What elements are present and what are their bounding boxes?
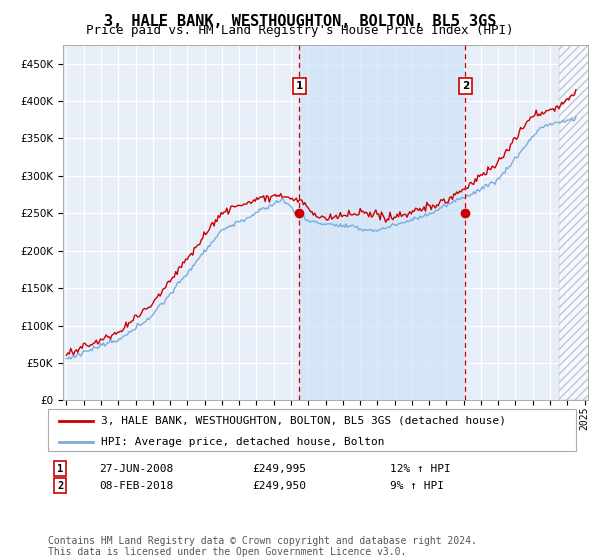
Text: 1: 1 <box>296 81 303 91</box>
Text: 3, HALE BANK, WESTHOUGHTON, BOLTON, BL5 3GS (detached house): 3, HALE BANK, WESTHOUGHTON, BOLTON, BL5 … <box>101 416 506 426</box>
Text: £249,995: £249,995 <box>252 464 306 474</box>
Text: 9% ↑ HPI: 9% ↑ HPI <box>390 480 444 491</box>
Text: 1: 1 <box>57 464 63 474</box>
Bar <box>559 45 593 400</box>
Text: 12% ↑ HPI: 12% ↑ HPI <box>390 464 451 474</box>
Text: 3, HALE BANK, WESTHOUGHTON, BOLTON, BL5 3GS: 3, HALE BANK, WESTHOUGHTON, BOLTON, BL5 … <box>104 14 496 29</box>
Text: 27-JUN-2008: 27-JUN-2008 <box>99 464 173 474</box>
Text: HPI: Average price, detached house, Bolton: HPI: Average price, detached house, Bolt… <box>101 437 385 446</box>
Bar <box>299 45 466 400</box>
Text: £249,950: £249,950 <box>252 480 306 491</box>
Text: Price paid vs. HM Land Registry's House Price Index (HPI): Price paid vs. HM Land Registry's House … <box>86 24 514 37</box>
Bar <box>559 45 593 400</box>
Text: Contains HM Land Registry data © Crown copyright and database right 2024.
This d: Contains HM Land Registry data © Crown c… <box>48 535 477 557</box>
Text: 2: 2 <box>462 81 469 91</box>
FancyBboxPatch shape <box>48 409 576 451</box>
Text: 08-FEB-2018: 08-FEB-2018 <box>99 480 173 491</box>
Text: 2: 2 <box>57 480 63 491</box>
